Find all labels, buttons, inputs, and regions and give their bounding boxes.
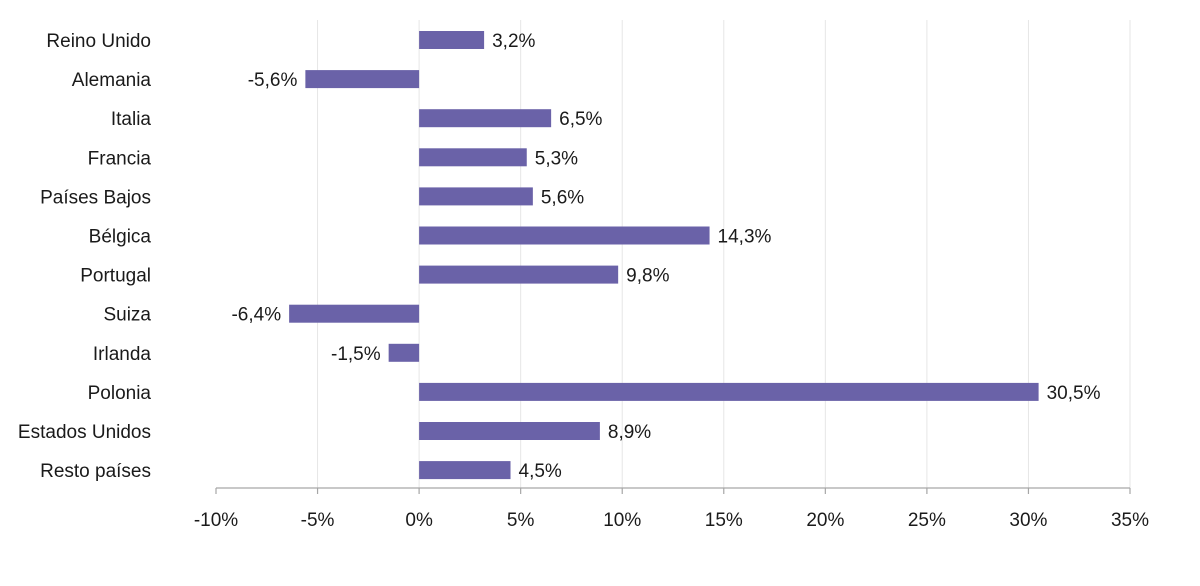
data-label: 3,2% [492,31,535,52]
bar [419,382,1039,401]
x-axis: -10% -5% 0% 5% 10% 15% 20% 25% 30% 35% [194,487,1149,531]
gridlines [317,20,1131,488]
category-label: Resto países [40,461,151,482]
bar [419,109,552,128]
bar [419,31,485,49]
category-label: Italia [111,109,152,130]
data-label: 14,3% [718,227,772,248]
category-label: Suiza [103,305,151,326]
bar [305,70,420,89]
x-tick-label: -5% [301,510,335,531]
category-label: Bélgica [89,227,152,248]
bar [419,422,600,440]
x-tick-label: 20% [806,510,844,531]
data-label: 9,8% [626,266,669,287]
x-tick-label: -10% [194,510,238,531]
bar [419,226,710,245]
category-label: Irlanda [93,344,152,365]
category-label: Países Bajos [40,187,151,208]
bar [289,304,420,323]
x-tick-label: 0% [405,510,433,531]
data-label: 5,3% [535,148,578,169]
x-tick-label: 30% [1009,510,1047,531]
data-label: 4,5% [519,461,562,482]
bars [289,31,1039,480]
data-label: 8,9% [608,422,651,443]
data-labels: 3,2% -5,6% 6,5% 5,3% 5,6% 14,3% 9,8% -6,4% -1,5%… [231,31,1100,482]
category-label: Portugal [80,266,151,287]
data-label: -5,6% [248,70,298,91]
x-tick-label: 35% [1111,510,1149,531]
data-label: 5,6% [541,187,584,208]
bar [419,187,533,206]
bar [419,148,527,167]
category-label: Francia [88,148,152,169]
bar [419,265,619,284]
data-label: 30,5% [1047,383,1101,404]
x-tick-label: 5% [507,510,535,531]
category-labels: Reino Unido Alemania Italia Francia Países B… [18,31,152,482]
bar [419,461,511,480]
category-label: Estados Unidos [18,422,151,443]
x-tick-label: 25% [908,510,946,531]
category-label: Reino Unido [46,31,151,52]
x-tick-label: 10% [603,510,641,531]
data-label: 6,5% [559,109,602,130]
category-label: Polonia [88,383,152,404]
category-label: Alemania [72,70,152,91]
data-label: -6,4% [231,305,281,326]
bar [388,343,420,362]
x-tick-label: 15% [705,510,743,531]
data-label: -1,5% [331,344,381,365]
